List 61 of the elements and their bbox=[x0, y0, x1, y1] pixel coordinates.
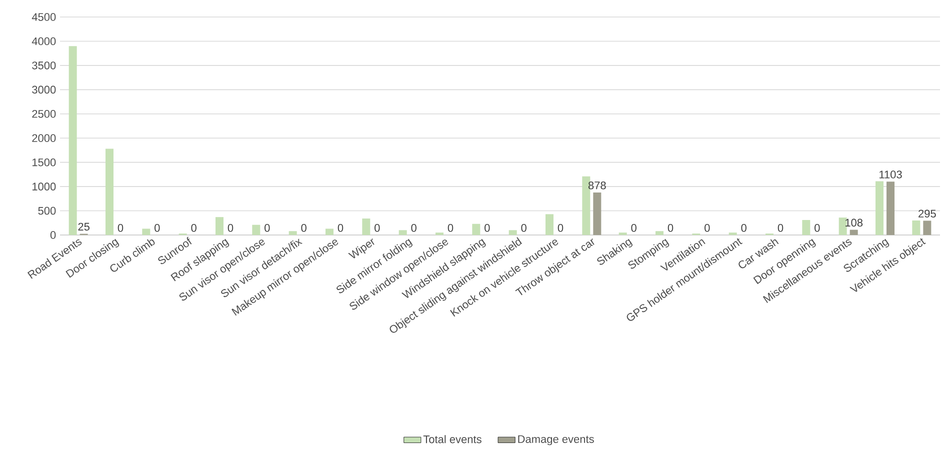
data-label: 0 bbox=[411, 224, 416, 232]
bar bbox=[656, 231, 664, 236]
y-tick-label: 1000 bbox=[32, 182, 56, 190]
data-label: 0 bbox=[778, 224, 784, 232]
data-label: 295 bbox=[918, 210, 936, 218]
bar bbox=[362, 218, 370, 236]
data-label: 0 bbox=[154, 224, 160, 232]
bar bbox=[216, 217, 224, 236]
data-label: 25 bbox=[78, 222, 90, 231]
legend-label: Damage events bbox=[518, 435, 594, 446]
bar bbox=[68, 46, 77, 236]
legend-label: Total events bbox=[423, 435, 482, 444]
data-label: 0 bbox=[374, 224, 380, 232]
data-label: 0 bbox=[338, 224, 344, 232]
bar bbox=[923, 220, 932, 236]
bar bbox=[398, 230, 407, 236]
data-label: 0 bbox=[814, 224, 820, 232]
y-tick-label: 1500 bbox=[32, 158, 56, 166]
data-label: 1103 bbox=[880, 170, 902, 178]
data-label: 0 bbox=[484, 224, 490, 232]
bar bbox=[288, 231, 297, 236]
bar bbox=[886, 182, 895, 236]
bar bbox=[326, 228, 334, 236]
bar bbox=[876, 181, 884, 236]
bar bbox=[850, 230, 858, 236]
y-tick-label: 4000 bbox=[32, 37, 56, 46]
y-tick-label: 3000 bbox=[32, 86, 56, 94]
data-label: 0 bbox=[704, 224, 710, 232]
data-label: 0 bbox=[118, 224, 124, 232]
data-label: 0 bbox=[521, 224, 526, 232]
bar bbox=[802, 220, 810, 236]
data-label: 0 bbox=[264, 224, 270, 232]
data-label: 0 bbox=[558, 224, 564, 232]
bar bbox=[618, 232, 627, 236]
y-tick-label: 3500 bbox=[32, 62, 56, 70]
bar bbox=[508, 230, 517, 236]
bar bbox=[912, 220, 920, 236]
bar bbox=[593, 192, 602, 236]
data-label: 878 bbox=[588, 181, 606, 190]
data-label: 0 bbox=[228, 224, 234, 232]
bar bbox=[582, 176, 590, 236]
data-label: 0 bbox=[301, 224, 306, 232]
bar bbox=[546, 214, 554, 236]
y-tick-label: 0 bbox=[50, 231, 56, 239]
y-tick-label: 4500 bbox=[32, 13, 56, 21]
data-label: 0 bbox=[191, 224, 196, 232]
data-label: 0 bbox=[631, 224, 636, 232]
bar bbox=[106, 148, 114, 236]
bar bbox=[838, 218, 847, 236]
bar bbox=[142, 228, 150, 236]
data-label: 0 bbox=[448, 224, 454, 232]
data-label: 0 bbox=[741, 224, 746, 232]
bar bbox=[252, 224, 260, 236]
y-tick-label: 2500 bbox=[32, 110, 56, 118]
data-label: 0 bbox=[668, 224, 674, 232]
y-tick-label: 500 bbox=[38, 206, 56, 215]
data-label: 108 bbox=[846, 218, 863, 227]
bar bbox=[728, 232, 737, 236]
bar bbox=[436, 232, 444, 236]
bar bbox=[472, 224, 480, 236]
y-tick-label: 2000 bbox=[32, 134, 56, 142]
